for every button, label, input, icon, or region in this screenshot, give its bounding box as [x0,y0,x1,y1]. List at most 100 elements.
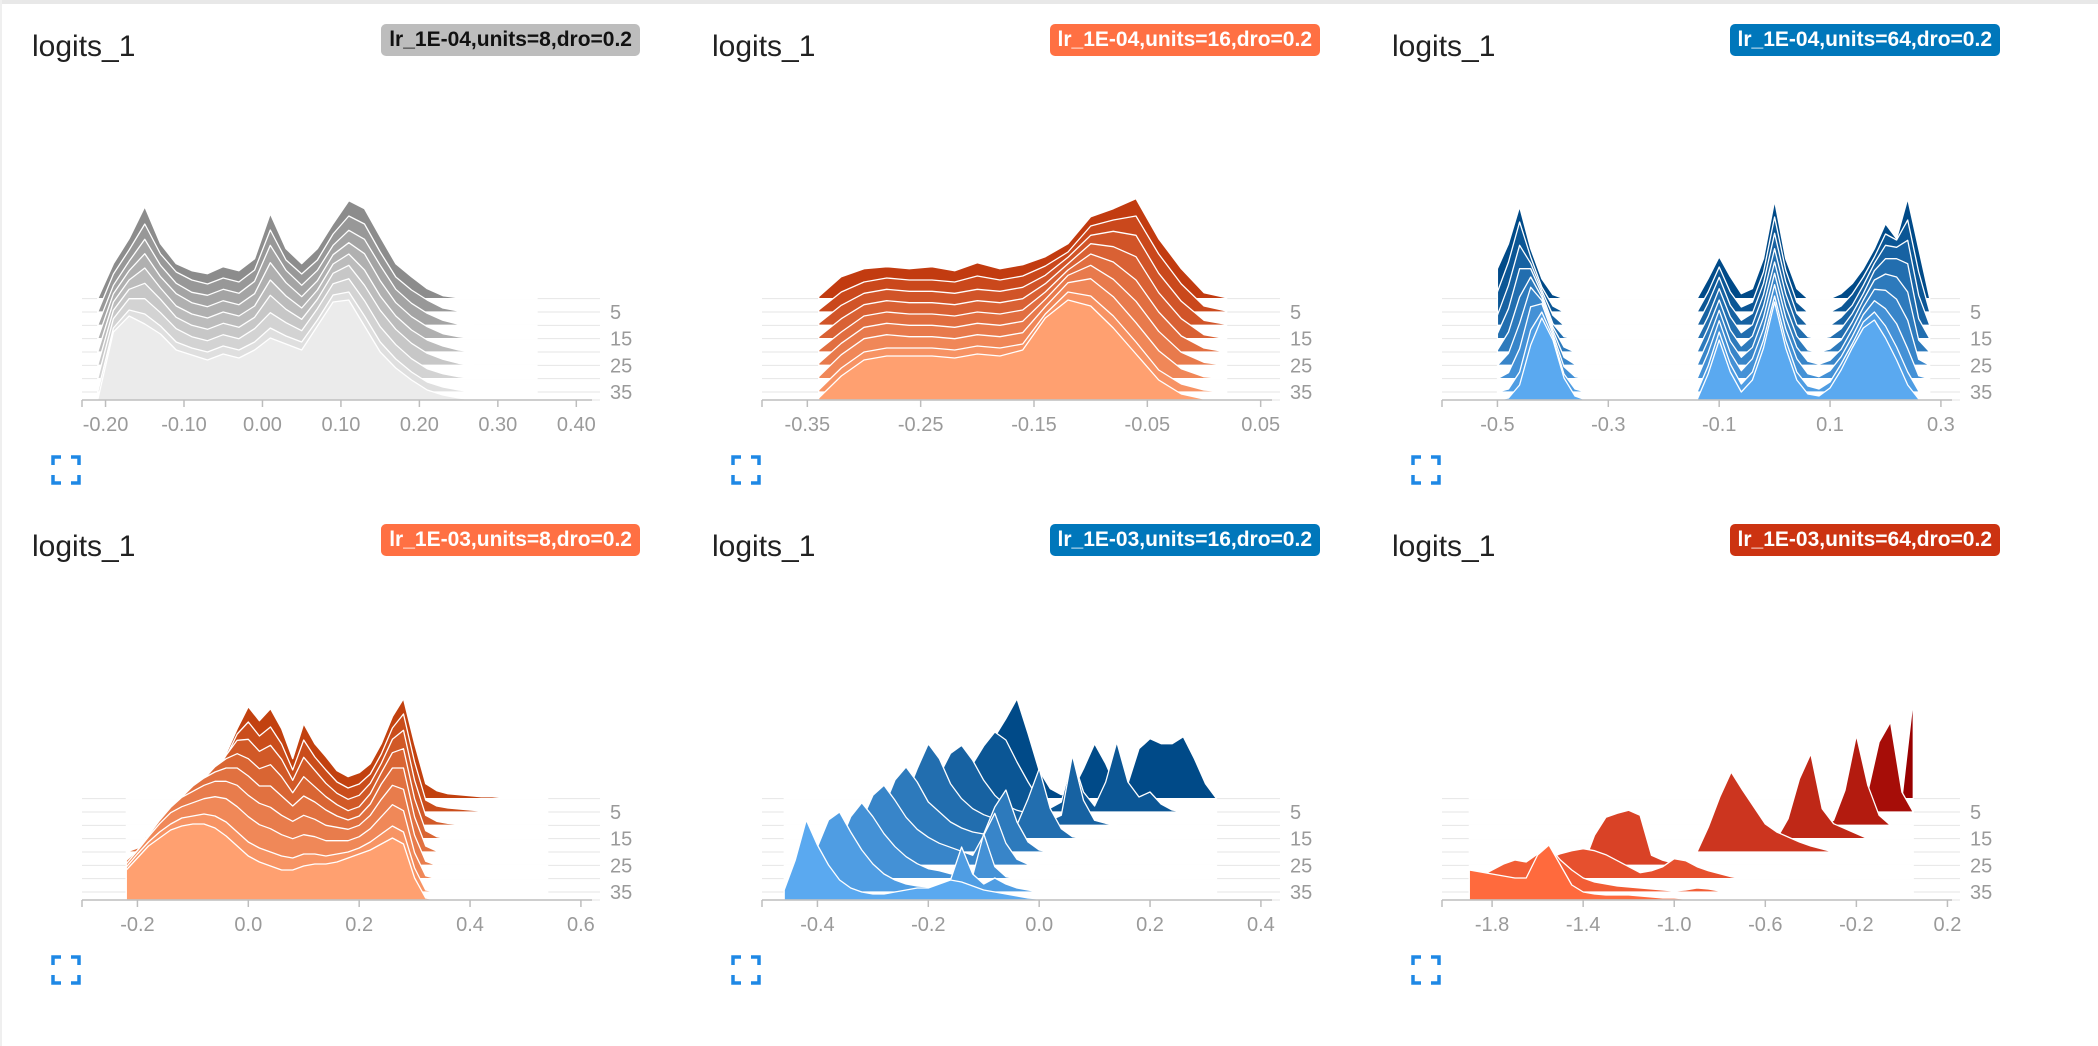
card-title: logits_1 [712,530,816,563]
fullscreen-corners-icon [731,455,761,485]
step-tick-label: 25 [610,855,632,877]
fullscreen-corners-icon [731,955,761,985]
expand-icon[interactable] [50,954,82,986]
step-tick-label: 35 [1970,382,1992,404]
step-tick-label: 5 [1970,302,1981,324]
histogram-chart: 5 15 25 35 -0.20 -0.10 0.00 0.10 0.20 0.30 0.40 [81,200,632,436]
run-badge: lr_1E-03,units=8,dro=0.2 [381,524,640,556]
step-tick-label: 15 [610,329,632,351]
run-badge: lr_1E-04,units=8,dro=0.2 [381,24,640,56]
step-tick-label: 15 [1290,329,1312,351]
run-badge: lr_1E-04,units=16,dro=0.2 [1049,24,1320,56]
fullscreen-corners-icon [51,955,81,985]
step-tick-label: 35 [1290,882,1312,904]
histogram-chart: 5 15 25 35 -1.8 -1.4 -1.0 -0.6 -0.2 0.2 [1441,698,1992,936]
expand-icon[interactable] [50,454,82,486]
histogram-card: logits_1 lr_1E-03,units=16,dro=0.2 5 15 25… [682,500,1362,1000]
x-axis-tick-label: -0.1 [1702,414,1736,436]
step-tick-label: 15 [610,829,632,851]
histogram-card: logits_1 lr_1E-04,units=16,dro=0.2 5 15 25… [682,0,1362,500]
step-tick-label: 15 [1970,829,1992,851]
left-divider [0,0,2,1046]
histogram-ridge [97,229,538,326]
x-axis-tick-label: -0.15 [1011,414,1057,436]
x-axis-tick-label: 0.10 [321,414,360,436]
x-axis-tick-label: -0.2 [911,914,945,936]
x-axis-tick-label: -1.4 [1566,914,1600,936]
histogram-ridge [1468,734,1914,826]
step-tick-label: 15 [1970,329,1992,351]
x-axis-tick-label: -1.0 [1657,914,1691,936]
x-axis-tick-label: -0.20 [83,414,129,436]
x-axis-tick-label: -0.10 [161,414,207,436]
histogram-chart: 5 15 25 35 -0.35 -0.25 -0.15 -0.05 0.05 [761,198,1312,436]
fullscreen-corners-icon [51,455,81,485]
x-axis-tick-label: -0.05 [1125,414,1171,436]
card-title: logits_1 [32,530,136,563]
x-axis-tick-label: -1.8 [1475,914,1509,936]
histogram-card: logits_1 lr_1E-04,units=8,dro=0.2 5 15 25 3… [2,0,682,500]
step-tick-label: 5 [1290,802,1301,824]
top-divider [0,0,2098,4]
step-tick-label: 25 [1970,855,1992,877]
step-tick-label: 25 [1290,855,1312,877]
x-axis-tick-label: 0.30 [478,414,517,436]
histogram-ridge [818,299,1228,401]
histogram-ridge [783,802,1218,880]
x-axis-tick-label: -0.5 [1480,414,1514,436]
x-axis-tick-label: 0.05 [1241,414,1280,436]
run-badge: lr_1E-03,units=16,dro=0.2 [1049,524,1320,556]
x-axis-tick-label: -0.4 [800,914,834,936]
card-title: logits_1 [1392,30,1496,63]
step-tick-label: 5 [610,802,621,824]
expand-icon[interactable] [730,454,762,486]
step-tick-label: 15 [1290,829,1312,851]
histogram-card: logits_1 lr_1E-03,units=8,dro=0.2 5 15 25 3… [2,500,682,1000]
fullscreen-corners-icon [1411,455,1441,485]
card-title: logits_1 [1392,530,1496,563]
x-axis-tick-label: -0.25 [898,414,944,436]
x-axis-tick-label: 0.1 [1816,414,1844,436]
step-tick-label: 35 [1970,882,1992,904]
x-axis-tick-label: 0.40 [557,414,596,436]
histogram-chart: 5 15 25 35 -0.5 -0.3 -0.1 0.1 0.3 [1441,198,1992,436]
x-axis-tick-label: 0.3 [1927,414,1955,436]
run-badge: lr_1E-04,units=64,dro=0.2 [1729,24,2000,56]
x-axis-tick-label: 0.2 [345,914,373,936]
fullscreen-corners-icon [1411,955,1441,985]
x-axis-tick-label: 0.6 [567,914,595,936]
x-axis-tick-label: -0.35 [785,414,831,436]
histogram-ridge [97,200,538,300]
x-axis-tick-label: 0.4 [1247,914,1275,936]
histogram-card: logits_1 lr_1E-03,units=64,dro=0.2 5 15 25… [1362,500,2042,1000]
step-tick-label: 5 [610,302,621,324]
expand-icon[interactable] [1410,954,1442,986]
x-axis-tick-label: 0.2 [1136,914,1164,936]
x-axis-tick-label: -0.2 [1839,914,1873,936]
x-axis-tick-label: -0.2 [120,914,154,936]
step-tick-label: 35 [610,882,632,904]
histogram-ridge [1496,301,1931,401]
x-axis-tick-label: 0.2 [1934,914,1962,936]
x-axis-tick-label: 0.0 [1025,914,1053,936]
run-badge: lr_1E-03,units=64,dro=0.2 [1729,524,2000,556]
histogram-chart: 5 15 25 35 -0.4 -0.2 0.0 0.2 0.4 [761,698,1312,936]
x-axis-tick-label: -0.3 [1591,414,1625,436]
histogram-ridge [97,215,538,313]
histogram-chart: 5 15 25 35 -0.2 0.0 0.2 0.4 0.6 [81,698,632,936]
step-tick-label: 25 [1970,355,1992,377]
expand-icon[interactable] [730,954,762,986]
histogram-ridge [1468,753,1914,840]
x-axis-tick-label: 0.0 [234,914,262,936]
histogram-ridge [1468,846,1914,893]
x-axis-tick-label: -0.6 [1748,914,1782,936]
step-tick-label: 25 [610,355,632,377]
x-axis-tick-label: 0.20 [400,414,439,436]
step-tick-label: 25 [1290,355,1312,377]
step-tick-label: 5 [1290,302,1301,324]
x-axis-tick-label: 0.4 [456,914,484,936]
step-tick-label: 35 [610,382,632,404]
expand-icon[interactable] [1410,454,1442,486]
card-title: logits_1 [712,30,816,63]
x-axis-tick-label: 0.00 [243,414,282,436]
